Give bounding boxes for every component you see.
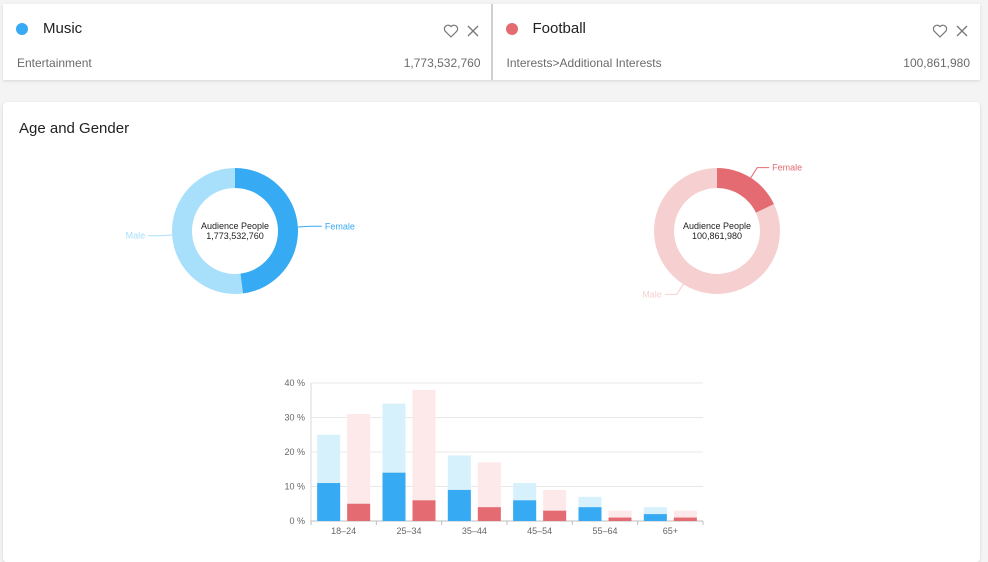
x-tick-label: 65+ [663,526,678,536]
bar-total-football [477,462,501,521]
bar-total-football [608,510,632,521]
donut-leader-line [750,167,770,179]
bar-female-football [347,503,371,521]
interest-cards-row: Music Entertainment 1,773,532,760 Footba… [3,4,980,80]
color-dot [16,23,28,35]
close-icon[interactable] [465,23,481,39]
bar-female-music [513,500,537,521]
bar-female-football [608,517,632,521]
donut-label-male: Male [126,231,146,241]
y-tick-label: 30 % [284,413,305,423]
bar-female-football [412,500,436,521]
bar-female-music [578,507,602,521]
x-tick-label: 18–24 [331,526,356,536]
interest-category: Entertainment [17,56,92,70]
interest-card-football[interactable]: Football Interests>Additional Interests … [490,4,981,80]
interest-title: Music [43,20,83,37]
x-tick-label: 25–34 [396,526,421,536]
heart-outline-icon[interactable] [443,23,459,39]
bar-total-football [673,510,697,521]
audience-size: 1,773,532,760 [403,56,481,70]
audience-size: 100,861,980 [903,56,970,70]
donut-leader-line [148,234,173,237]
donut-center-label: Audience People [201,221,269,231]
color-dot [505,23,518,35]
donut-slice-male [654,168,780,294]
interest-title: Football [532,20,586,37]
bar-female-football [477,507,501,521]
donut-leader-line [664,283,684,295]
donut-label-female: Female [772,163,802,173]
x-tick-label: 55–64 [592,526,617,536]
bar-female-music [643,514,667,521]
y-tick-label: 40 % [284,378,305,388]
donut-center-value: 1,773,532,760 [206,231,264,241]
y-tick-label: 0 % [289,516,305,526]
bar-total-football [347,414,371,521]
bar-female-music [447,489,471,521]
x-tick-label: 45–54 [527,526,552,536]
x-tick-label: 35–44 [462,526,487,536]
interest-card-music[interactable]: Music Entertainment 1,773,532,760 [3,4,491,80]
donut-center-label: Audience People [683,221,751,231]
y-tick-label: 20 % [284,447,305,457]
y-tick-label: 10 % [284,482,305,492]
donut-slice-male [172,168,243,294]
donut-slice-female [717,168,775,213]
heart-outline-icon[interactable] [932,23,948,39]
bar-total-football [412,389,436,521]
bar-female-music [317,483,341,521]
donut-slice-female [235,168,299,294]
panel-title: Age and Gender [19,120,130,137]
donut-center-value: 100,861,980 [692,231,742,241]
close-icon[interactable] [954,23,970,39]
bar-female-football [543,510,567,521]
age-gender-panel: Age and Gender Female Male Audience People… [3,102,980,562]
bar-female-music [382,472,406,521]
donut-leader-line [297,225,322,228]
interest-category: Interests>Additional Interests [506,56,662,70]
donut-label-female: Female [325,221,355,231]
bar-female-football [673,517,697,521]
donut-label-male: Male [642,289,662,299]
